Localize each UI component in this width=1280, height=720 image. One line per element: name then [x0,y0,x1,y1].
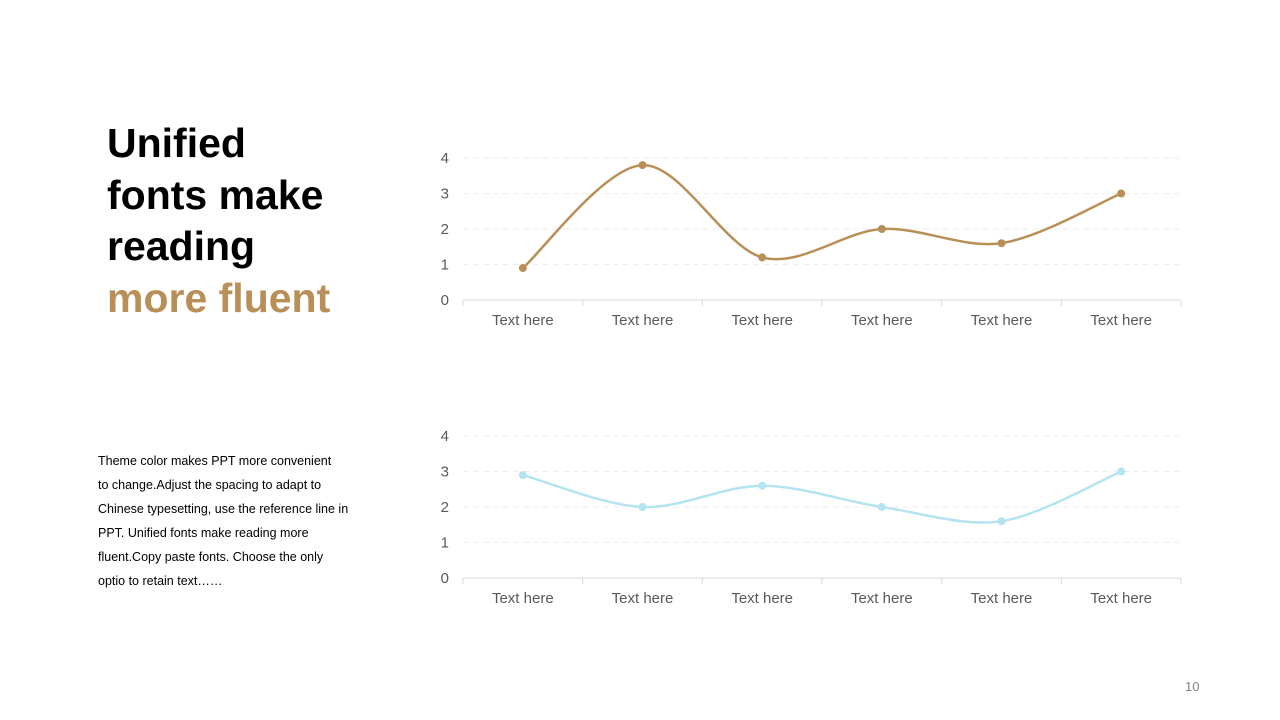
data-point [758,253,767,262]
data-point [877,503,886,511]
body-line-2: to change.Adjust the spacing to adapt to [98,478,322,492]
x-tick-label: Text here [731,312,793,329]
data-point [638,503,647,511]
data-point [518,264,527,273]
body-line-3: Chinese typesetting, use the reference l… [98,502,349,516]
body-line-4: PPT. Unified fonts make reading more [98,526,309,540]
x-tick-label: Text here [851,590,913,607]
x-tick-label: Text here [971,312,1033,329]
y-tick-label: 0 [441,570,449,587]
body-line-1: Theme color makes PPT more convenient [98,454,332,468]
title-accent-line: more fluent [107,274,331,321]
x-tick-label: Text here [1090,312,1152,329]
body-line-5: fluent.Copy paste fonts. Choose the only [98,550,324,564]
data-point [997,239,1006,248]
y-tick-label: 0 [441,292,449,309]
x-tick-label: Text here [971,590,1033,607]
x-tick-label: Text here [731,590,793,607]
slide-title: Unified fonts make reading more fluent [107,118,407,324]
y-tick-label: 2 [441,499,449,516]
series-line [521,470,1123,524]
y-tick-label: 4 [441,150,449,167]
y-tick-label: 1 [441,535,449,552]
data-point [758,481,767,490]
data-point [518,471,527,480]
data-point [638,161,647,170]
title-line-3: reading [107,223,256,269]
x-tick-label: Text here [1090,590,1152,607]
body-line-6: optio to retain text…… [98,574,223,588]
title-line-1: Unified [107,120,246,166]
y-tick-label: 3 [441,186,449,203]
series-line [521,163,1123,270]
x-tick-label: Text here [612,312,674,329]
data-point [1117,467,1126,476]
body-paragraph: Theme color makes PPT more convenient to… [98,449,373,593]
x-tick-label: Text here [492,590,554,607]
y-tick-label: 1 [441,257,449,274]
x-tick-label: Text here [612,590,674,607]
page-number: 10 [1185,679,1200,694]
x-tick-label: Text here [851,312,913,329]
data-point [877,225,886,233]
title-line-2: fonts make [107,171,324,218]
data-point [1117,189,1126,198]
data-point [997,517,1006,526]
y-tick-label: 3 [441,464,449,481]
y-tick-label: 4 [441,428,449,445]
y-tick-label: 2 [441,221,449,238]
x-tick-label: Text here [492,312,554,329]
